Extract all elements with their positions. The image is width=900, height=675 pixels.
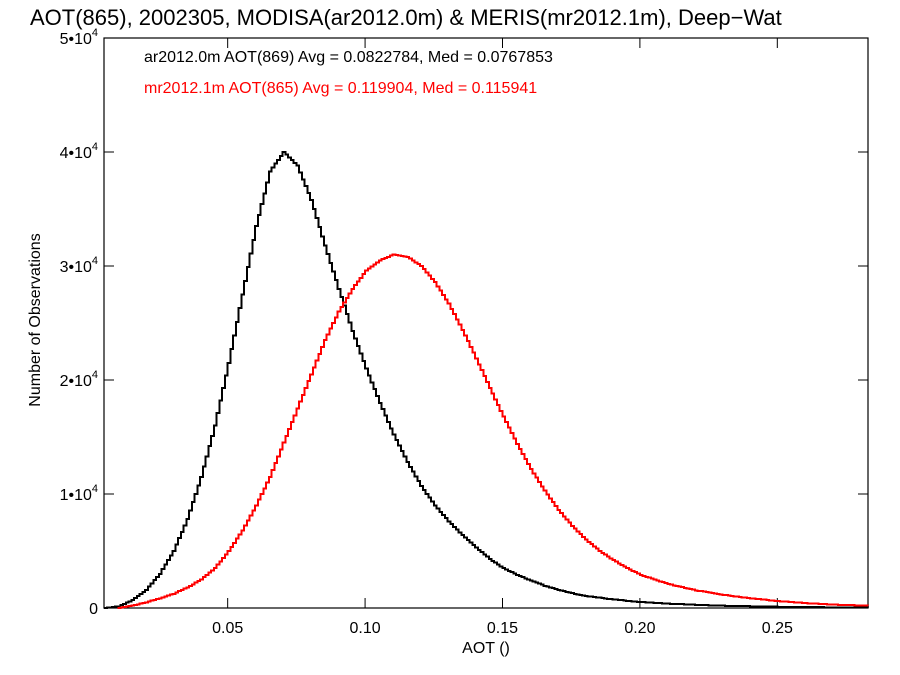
annotation-red: mr2012.1m AOT(865) Avg = 0.119904, Med =… xyxy=(144,80,537,97)
series-line-1 xyxy=(117,253,869,609)
x-tick-label: 0.05 xyxy=(212,620,243,637)
plot-layer: 0.05 0.10 0.15 0.20 0.25 0 1•104 2•104 3•104 4•10… xyxy=(60,27,869,637)
x-tick-label: 0.25 xyxy=(762,620,793,637)
series-line-0 xyxy=(104,151,869,609)
chart-title: AOT(865), 2002305, MODISA(ar2012.0m) & M… xyxy=(30,5,782,30)
y-tick-label: 5•104 xyxy=(60,27,98,48)
y-tick-label: 1•104 xyxy=(60,483,98,504)
y-tick-label: 4•104 xyxy=(60,141,98,162)
y-axis-label: Number of Observations xyxy=(27,233,44,406)
y-tick-label: 0 xyxy=(89,601,98,618)
x-axis-label: AOT () xyxy=(462,640,510,657)
y-tick-label: 3•104 xyxy=(60,255,98,276)
x-tick-label: 0.10 xyxy=(350,620,381,637)
annotation-black: ar2012.0m AOT(869) Avg = 0.0822784, Med … xyxy=(144,49,553,66)
x-tick-label: 0.20 xyxy=(624,620,655,637)
plot-frame xyxy=(103,37,869,609)
x-tick-label: 0.15 xyxy=(487,620,518,637)
y-tick-label: 2•104 xyxy=(60,369,98,390)
